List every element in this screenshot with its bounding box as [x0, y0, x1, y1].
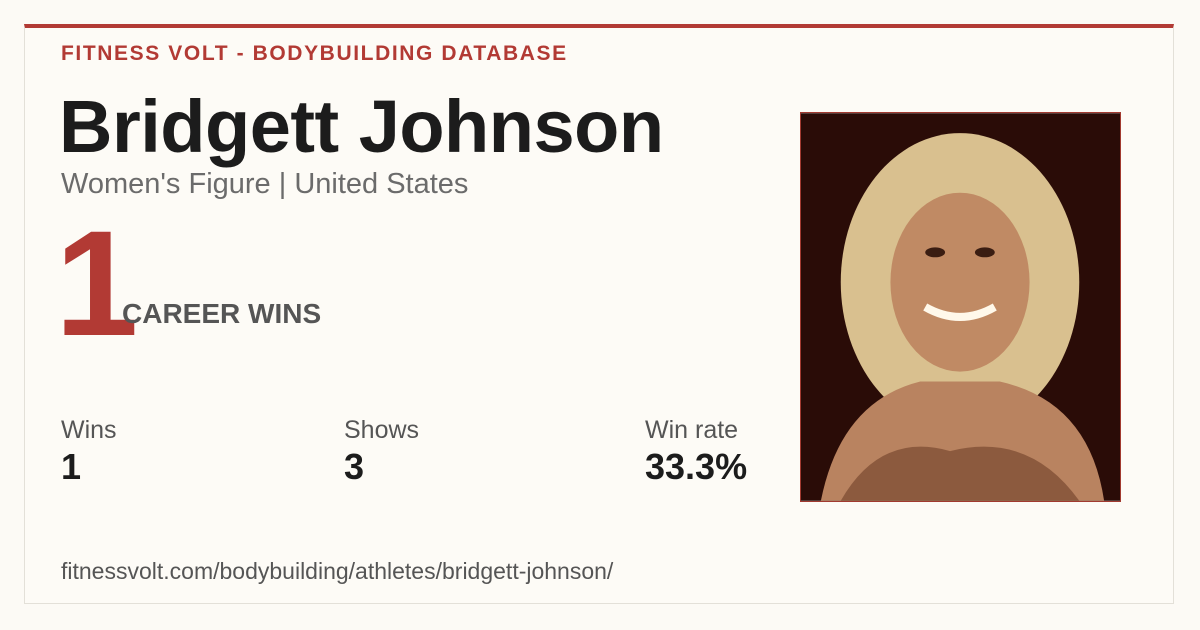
stat-value: 1 [61, 446, 82, 487]
stat-label: Win rate [645, 416, 739, 444]
stat-value: 33.3% [645, 446, 748, 487]
site-header: FITNESS VOLT - BODYBUILDING DATABASE [61, 42, 568, 65]
stat-value: 3 [344, 446, 365, 487]
stat-label: Shows [344, 416, 420, 444]
athlete-name: Bridgett Johnson [59, 85, 664, 168]
career-count: 1 [55, 199, 139, 367]
stat-label: Wins [61, 416, 117, 444]
career-label: CAREER WINS [122, 298, 322, 329]
athlete-photo [800, 112, 1121, 502]
profile-url: fitnessvolt.com/bodybuilding/athletes/br… [61, 558, 614, 584]
athlete-subtitle: Women's Figure | United States [61, 168, 469, 200]
athlete-card: FITNESS VOLT - BODYBUILDING DATABASE Bri… [24, 24, 1174, 604]
